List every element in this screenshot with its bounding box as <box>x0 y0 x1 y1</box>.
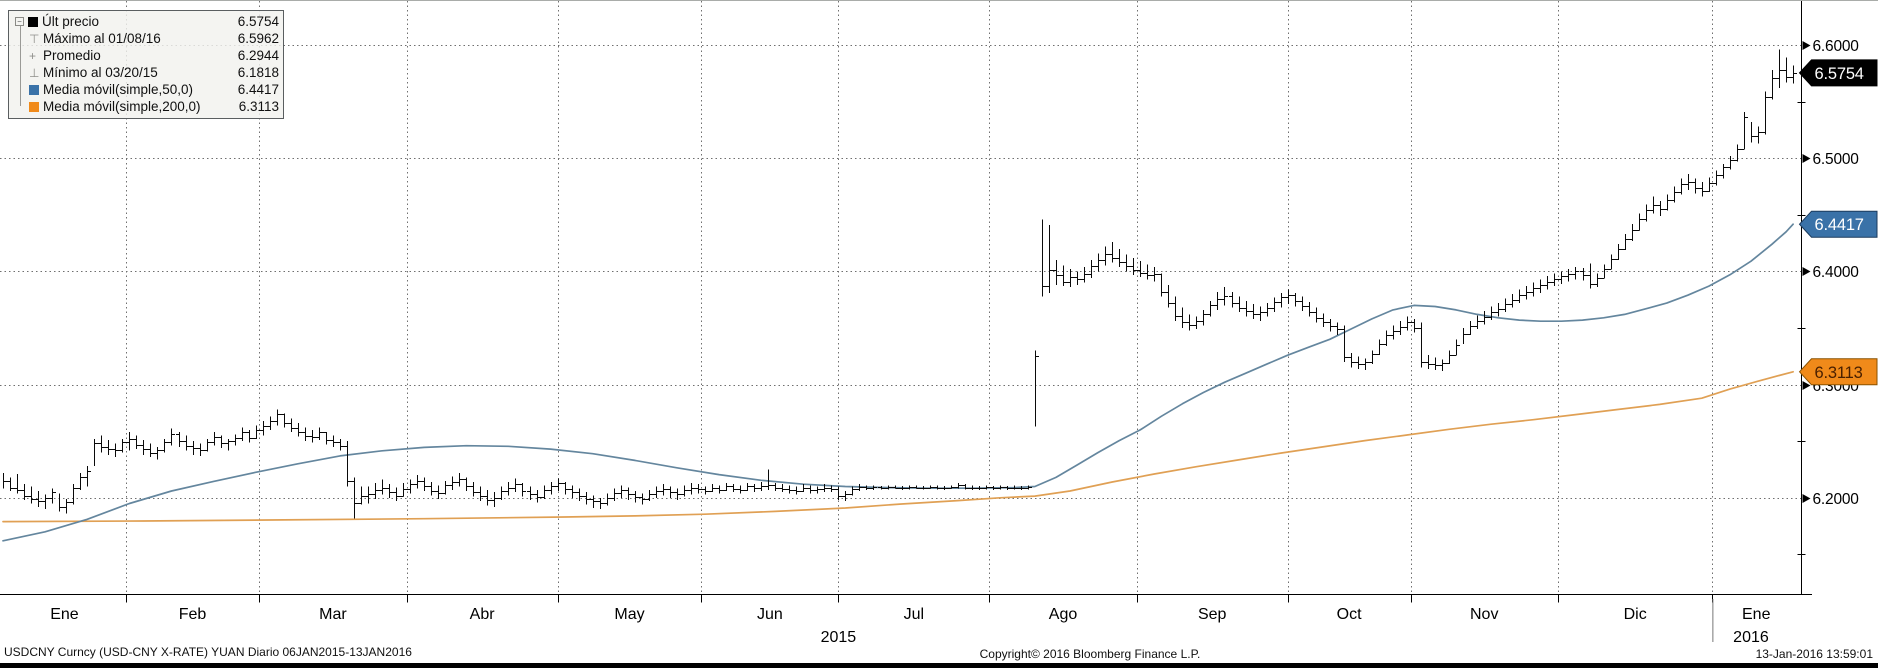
legend-label: Promedio <box>43 48 101 63</box>
axis-lines <box>0 1 1812 596</box>
y-tick-arrow-icon <box>1802 154 1811 163</box>
year-label: 2015 <box>821 629 857 646</box>
y-tick-arrow-icon <box>1802 41 1811 50</box>
legend-row-high[interactable]: ⊤ Máximo al 01/08/16 6.5962 <box>15 30 279 47</box>
chart-legend[interactable]: − Últ precio 6.5754 ⊤ Máximo al 01/08/16… <box>8 10 284 119</box>
legend-row-low[interactable]: ⊥ Mínimo al 03/20/15 6.1818 <box>15 64 279 81</box>
copyright-text: Copyright© 2016 Bloomberg Finance L.P. <box>979 647 1201 661</box>
month-label: Jun <box>757 606 783 623</box>
month-label: Jul <box>904 606 924 623</box>
legend-row-last-price[interactable]: − Últ precio 6.5754 <box>15 13 279 30</box>
ma50-line <box>2 223 1794 542</box>
high-marker-icon: ⊤ <box>29 31 40 46</box>
y-axis-label: 6.4000 <box>1813 264 1860 281</box>
month-label: Dic <box>1624 606 1647 623</box>
legend-value: 6.2944 <box>237 48 279 63</box>
year-label: 2016 <box>1733 629 1769 646</box>
legend-row-average[interactable]: + Promedio 6.2944 <box>15 47 279 64</box>
y-gridlines <box>0 45 1802 499</box>
last-price-badge: 6.5754 <box>1798 59 1878 87</box>
price-badges: 6.5754 6.4417 6.3113 <box>1798 59 1878 386</box>
legend-tree-rail <box>20 25 21 106</box>
ma200-swatch <box>29 101 39 112</box>
x-ticks <box>126 594 1713 603</box>
x-gridlines <box>126 1 1713 595</box>
price-bars <box>3 49 1797 519</box>
x-axis-labels: Ene Feb Mar Abr May Jun Jul Ago Sep Oct Nov Dic Ene <box>50 606 1770 623</box>
y-axis-label: 6.5000 <box>1813 151 1860 168</box>
y-tick-arrow-icon <box>1802 494 1811 503</box>
y-axis-label: 6.6000 <box>1813 38 1860 55</box>
legend-expander-icon[interactable]: − <box>15 17 24 26</box>
y-tick-arrow-icon <box>1802 381 1811 390</box>
legend-value: 6.5754 <box>237 14 279 29</box>
y-tick-arrow-icon <box>1802 267 1811 276</box>
month-label: Feb <box>179 606 207 623</box>
window-bottom-edge <box>0 663 1878 668</box>
legend-label: Media móvil(simple,200,0) <box>43 99 201 114</box>
legend-label: Mínimo al 03/20/15 <box>43 65 158 80</box>
month-label: Ene <box>1742 606 1771 623</box>
month-label: Nov <box>1470 606 1498 623</box>
month-label: Ago <box>1049 606 1078 623</box>
legend-label: Media móvil(simple,50,0) <box>43 82 194 97</box>
month-label: Ene <box>50 606 79 623</box>
y-axis-label: 6.2000 <box>1813 491 1860 508</box>
month-label: Oct <box>1337 606 1362 623</box>
timestamp-text: 13-Jan-2016 13:59:01 <box>1755 647 1873 661</box>
legend-value: 6.3113 <box>238 99 279 114</box>
month-label: Mar <box>319 606 347 623</box>
ma50-badge: 6.4417 <box>1798 210 1878 238</box>
badge-value: 6.4417 <box>1815 216 1864 234</box>
legend-row-ma200[interactable]: Media móvil(simple,200,0) 6.3113 <box>15 98 279 115</box>
year-labels: 2015 2016 <box>821 599 1769 646</box>
average-marker-icon: + <box>29 48 37 63</box>
legend-value: 6.4417 <box>237 82 279 97</box>
ma200-line <box>2 370 1794 523</box>
month-label: Sep <box>1198 606 1227 623</box>
legend-value: 6.5962 <box>237 31 279 46</box>
legend-row-ma50[interactable]: Media móvil(simple,50,0) 6.4417 <box>15 81 279 98</box>
legend-label: Últ precio <box>42 14 100 29</box>
legend-label: Máximo al 01/08/16 <box>43 31 161 46</box>
ma50-swatch <box>29 84 39 95</box>
legend-value: 6.1818 <box>237 65 279 80</box>
badge-value: 6.3113 <box>1815 364 1863 382</box>
last-price-swatch <box>28 16 38 27</box>
low-marker-icon: ⊥ <box>29 65 40 80</box>
instrument-description: USDCNY Curncy (USD-CNY X-RATE) YUAN Diar… <box>4 645 412 659</box>
month-label: Abr <box>470 606 496 623</box>
ma200-badge: 6.3113 <box>1798 358 1878 386</box>
badge-value: 6.5754 <box>1815 65 1864 83</box>
month-label: May <box>614 606 644 623</box>
